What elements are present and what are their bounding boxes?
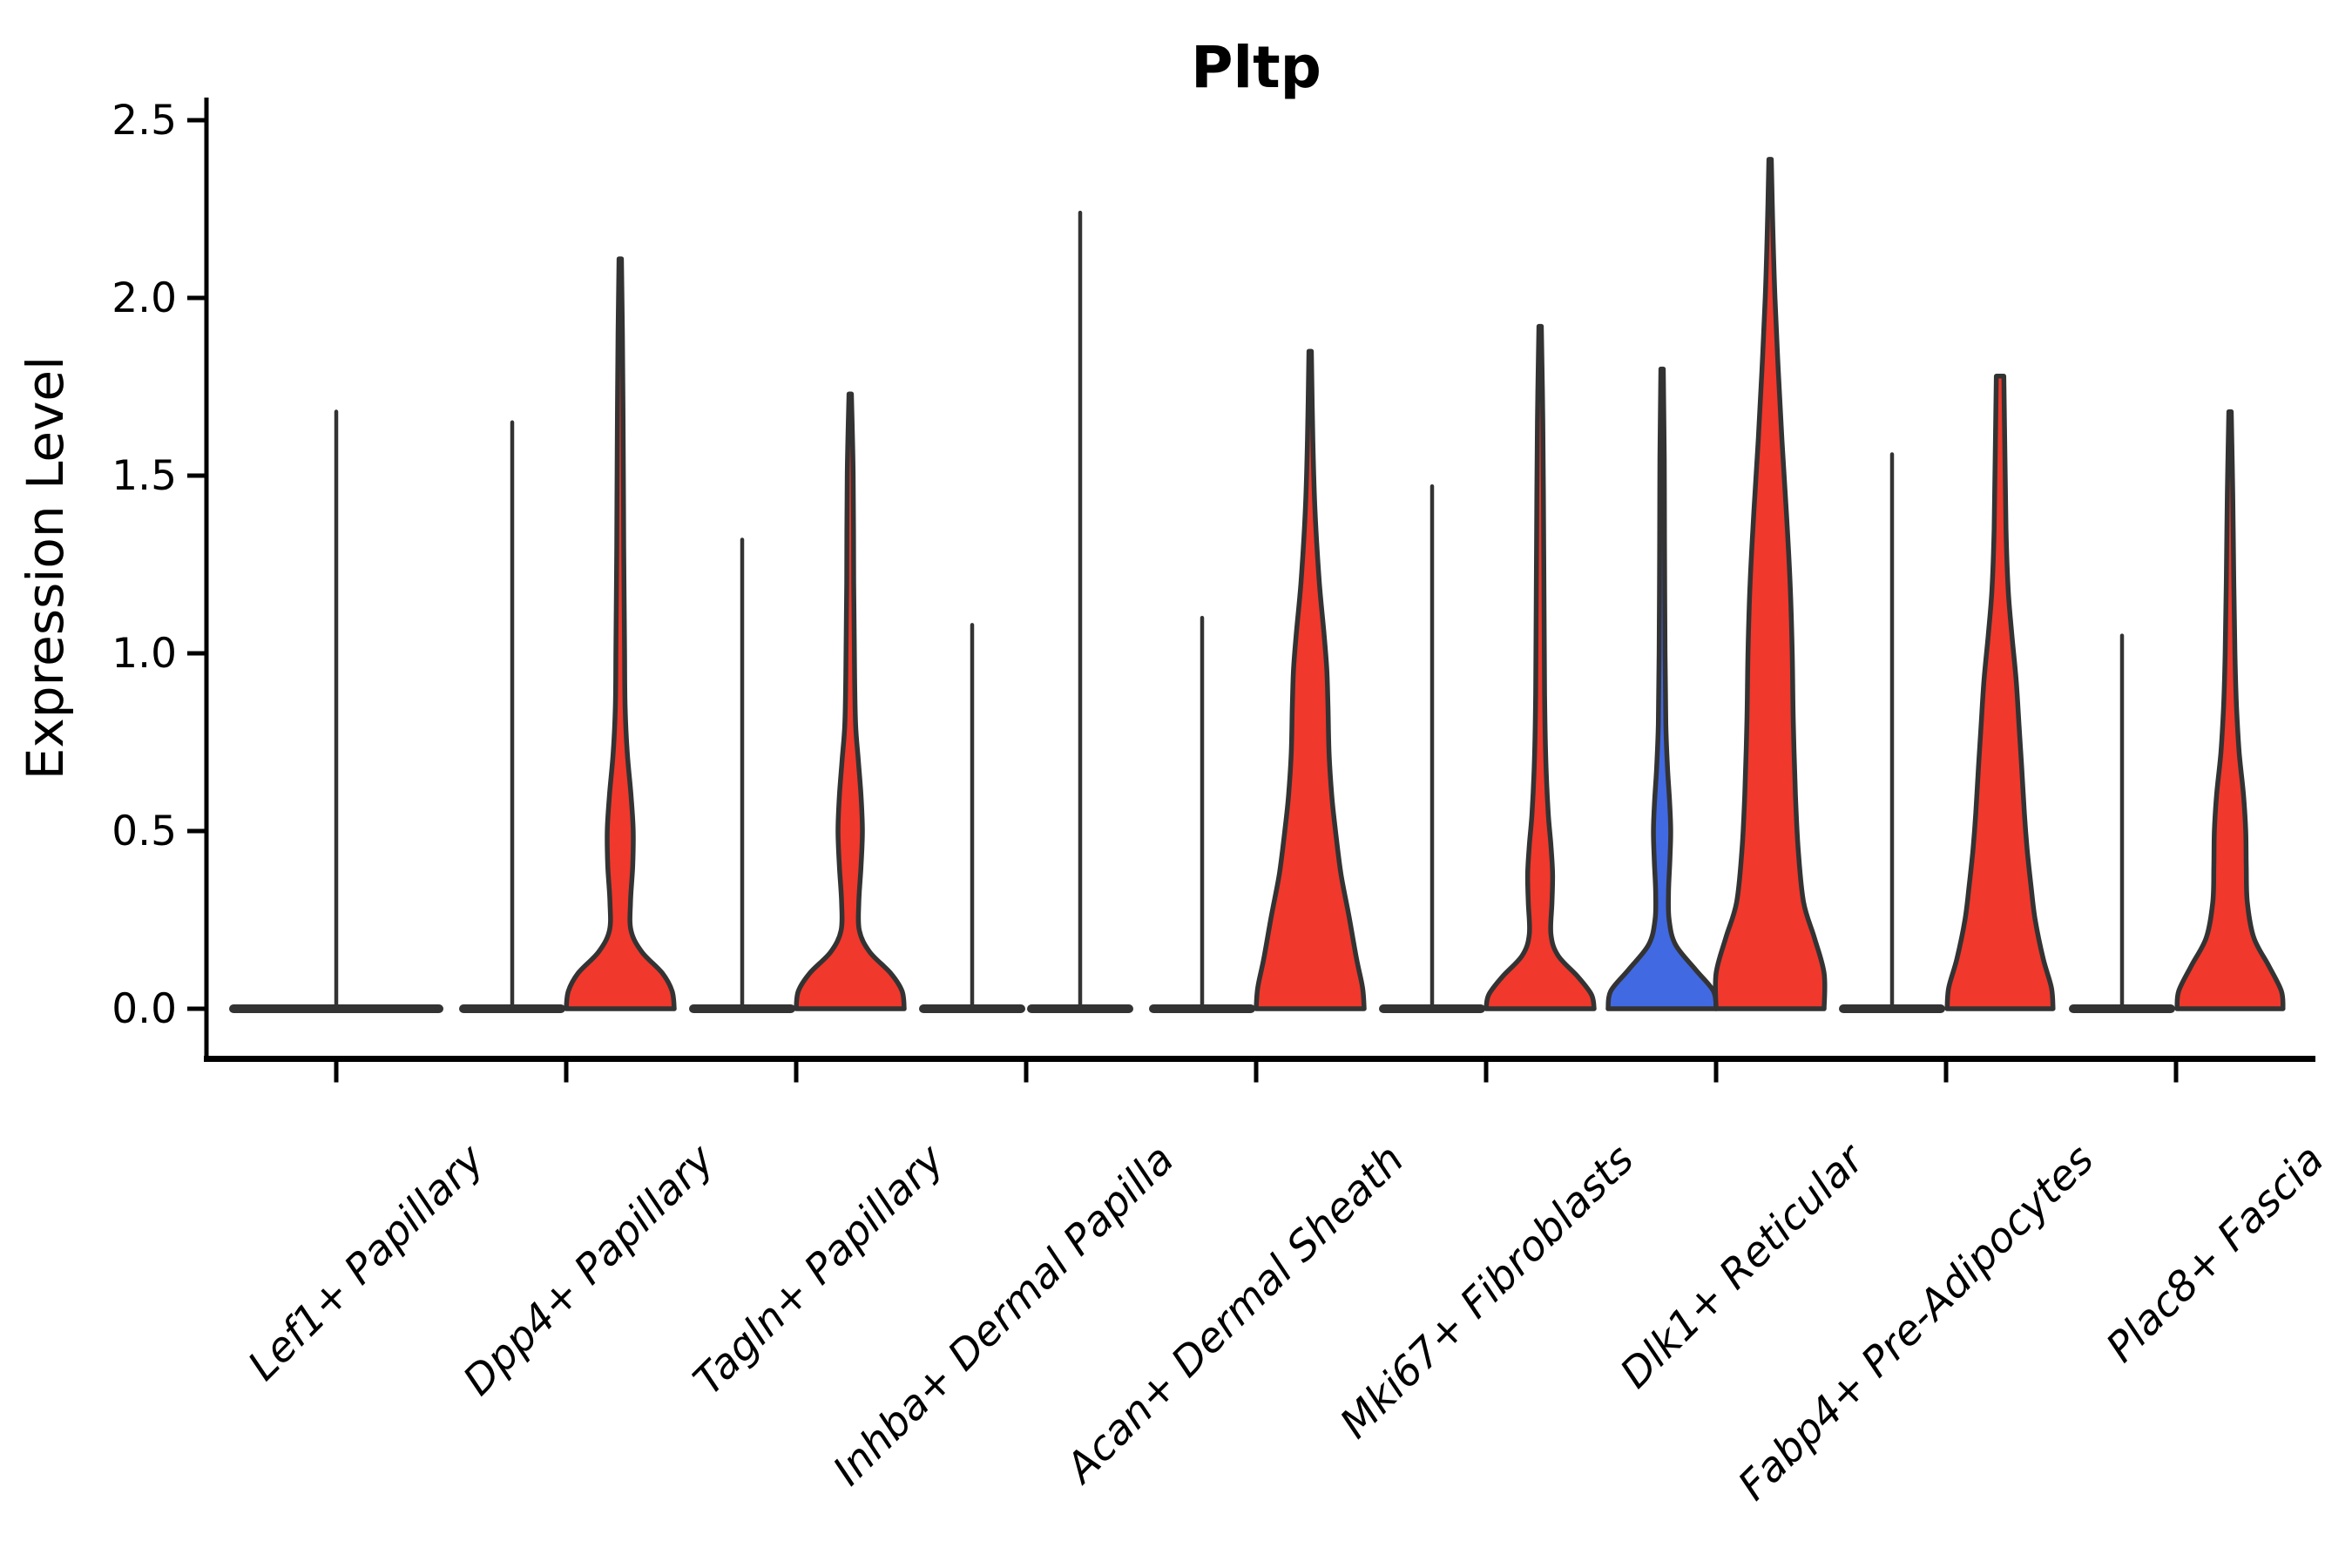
y-axis-label: Expression Level bbox=[16, 356, 75, 780]
x-tick-label: Lef1+ Papillary bbox=[239, 1135, 494, 1390]
violin-layer bbox=[229, 157, 2286, 1013]
violin-body-dlk1-reticular-left bbox=[1605, 366, 1719, 1011]
y-tick-label: 0.5 bbox=[112, 808, 177, 855]
violin-body-mki67-fibroblasts-right bbox=[1484, 323, 1597, 1011]
violin-body-tagln-papillary-right bbox=[794, 391, 907, 1011]
violin-body-fabp4-pre-adipocytes-right bbox=[1944, 374, 2056, 1011]
y-tick-label: 0.0 bbox=[112, 985, 177, 1033]
violin-body-dlk1-reticular-right bbox=[1713, 157, 1828, 1011]
violin-body-plac8-fascia-right bbox=[2174, 409, 2286, 1011]
y-tick-label: 1.0 bbox=[112, 630, 177, 678]
y-tick-label: 1.5 bbox=[112, 452, 177, 500]
y-tick-label: 2.0 bbox=[112, 274, 177, 322]
violin-body-dpp4-papillary-right bbox=[564, 256, 677, 1011]
y-tick-label: 2.5 bbox=[112, 97, 177, 145]
x-tick-label: Dlk1+ Reticular bbox=[1612, 1134, 1876, 1398]
x-tick-label: Plac8+ Fascia bbox=[2097, 1136, 2333, 1372]
chart-title: Pltp bbox=[1191, 34, 1321, 101]
x-tick-label: Tagln+ Papillary bbox=[685, 1135, 955, 1405]
violin-body-acan-dermal-sheath-right bbox=[1254, 348, 1367, 1011]
x-tick-label: Dpp4+ Papillary bbox=[454, 1135, 724, 1405]
